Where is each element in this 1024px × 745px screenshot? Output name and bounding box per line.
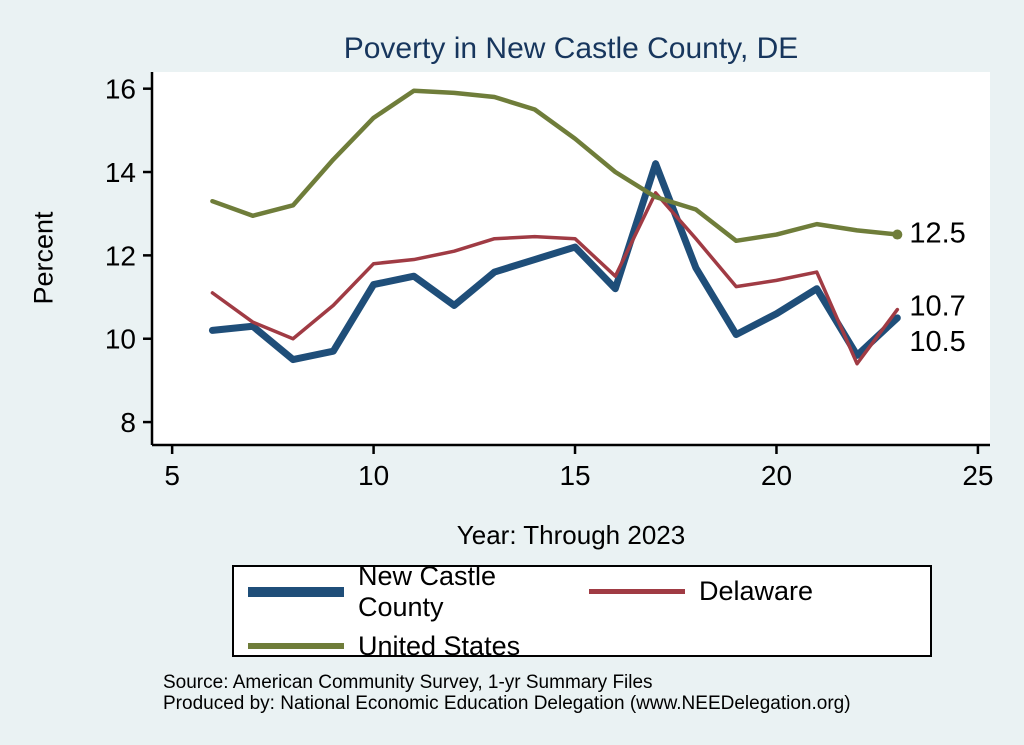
y-axis-label: Percent	[28, 211, 59, 305]
legend-swatch-new-castle-county	[248, 586, 344, 597]
x-tick-label: 15	[559, 460, 590, 491]
x-tick-label: 5	[164, 460, 180, 491]
x-tick-label: 25	[962, 460, 993, 491]
series-line-united-states	[210, 88, 900, 244]
y-tick-label: 16	[105, 74, 136, 105]
x-tick-label: 20	[761, 460, 792, 491]
end-value-label: 10.5	[909, 326, 965, 358]
series-end-marker-united-states	[892, 229, 903, 240]
end-value-label: 10.7	[909, 290, 965, 322]
legend-label-delaware: Delaware	[699, 576, 814, 606]
x-axis-label: Year: Through 2023	[456, 520, 686, 550]
chart-title: Poverty in New Castle County, DE	[343, 32, 799, 65]
series-line-new-castle-county	[208, 160, 901, 364]
legend-item-united-states: United States	[248, 631, 589, 662]
legend: New Castle County Delaware United States	[232, 561, 932, 661]
end-value-label: 12.5	[909, 217, 965, 249]
legend-swatch-united-states	[248, 643, 344, 649]
y-tick-label: 12	[105, 240, 136, 271]
legend-label-united-states: United States	[358, 630, 521, 661]
y-tick-label: 10	[105, 324, 136, 355]
source-line: Source: American Community Survey, 1-yr …	[163, 672, 653, 693]
x-tick-label: 10	[358, 460, 389, 491]
plot-area	[152, 72, 990, 445]
y-tick-label: 14	[105, 157, 136, 188]
legend-label-new-castle-county: New Castle County	[358, 560, 497, 622]
legend-swatch-delaware	[589, 589, 685, 594]
legend-item-delaware: Delaware	[589, 561, 930, 623]
series-line-delaware	[210, 191, 900, 366]
y-tick-label: 8	[120, 407, 136, 438]
source-note: Source: American Community Survey, 1-yr …	[163, 672, 851, 715]
legend-item-new-castle-county: New Castle County	[248, 561, 589, 623]
produced-by-line: Produced by: National Economic Education…	[163, 693, 851, 715]
